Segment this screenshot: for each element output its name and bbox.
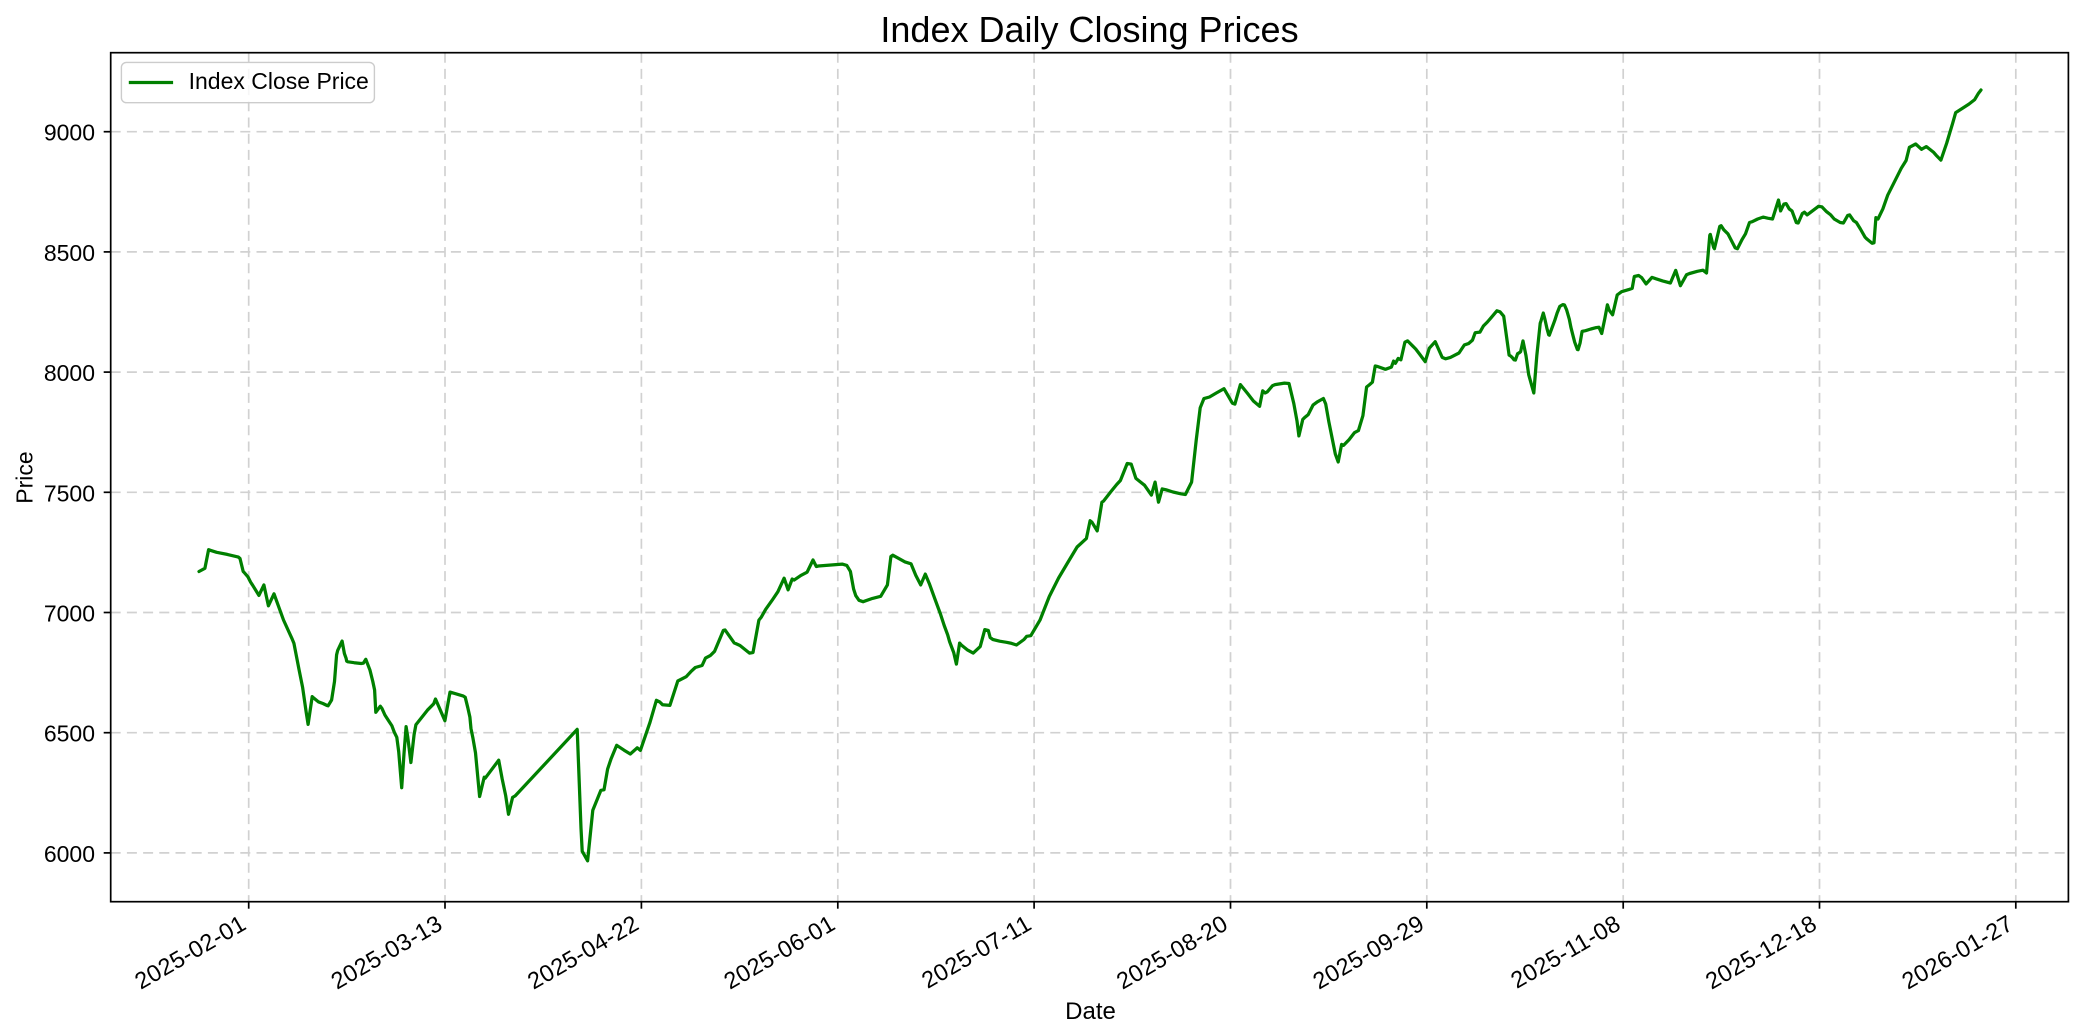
svg-text:6000: 6000 — [44, 841, 95, 867]
svg-text:7000: 7000 — [44, 601, 95, 627]
svg-text:Index Daily Closing Prices: Index Daily Closing Prices — [880, 9, 1298, 50]
svg-text:Price: Price — [12, 451, 38, 503]
svg-text:6500: 6500 — [44, 721, 95, 747]
svg-text:8500: 8500 — [44, 240, 95, 266]
svg-text:8000: 8000 — [44, 360, 95, 386]
svg-text:9000: 9000 — [44, 120, 95, 146]
svg-text:Date: Date — [1065, 998, 1116, 1025]
svg-text:7500: 7500 — [44, 480, 95, 506]
svg-text:Index Close Price: Index Close Price — [189, 68, 369, 94]
